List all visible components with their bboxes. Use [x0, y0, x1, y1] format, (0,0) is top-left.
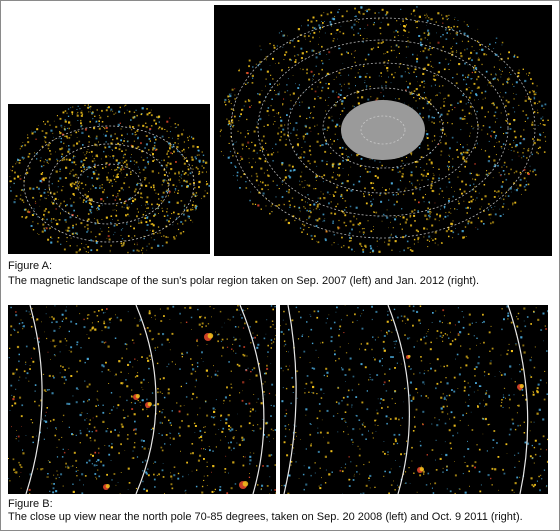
figure-a-left-magnetogram [8, 104, 210, 254]
polar-disk [341, 100, 425, 160]
figure-b-right-closeup [280, 305, 548, 494]
figure-b-left-closeup [8, 305, 276, 494]
figure-b-right-svg [280, 305, 548, 494]
figure-b-left-svg [8, 305, 276, 494]
figure-a-right-svg [219, 6, 549, 253]
figure-b-caption: The close up view near the north pole 70… [8, 511, 523, 523]
figure-a-right-magnetogram [214, 5, 552, 256]
figure-a-label: Figure A: [8, 260, 53, 272]
figure-a-caption: The magnetic landscape of the sun's pola… [8, 275, 480, 287]
figure-a-left-svg [9, 104, 210, 254]
figure-b-label: Figure B: [8, 498, 53, 510]
